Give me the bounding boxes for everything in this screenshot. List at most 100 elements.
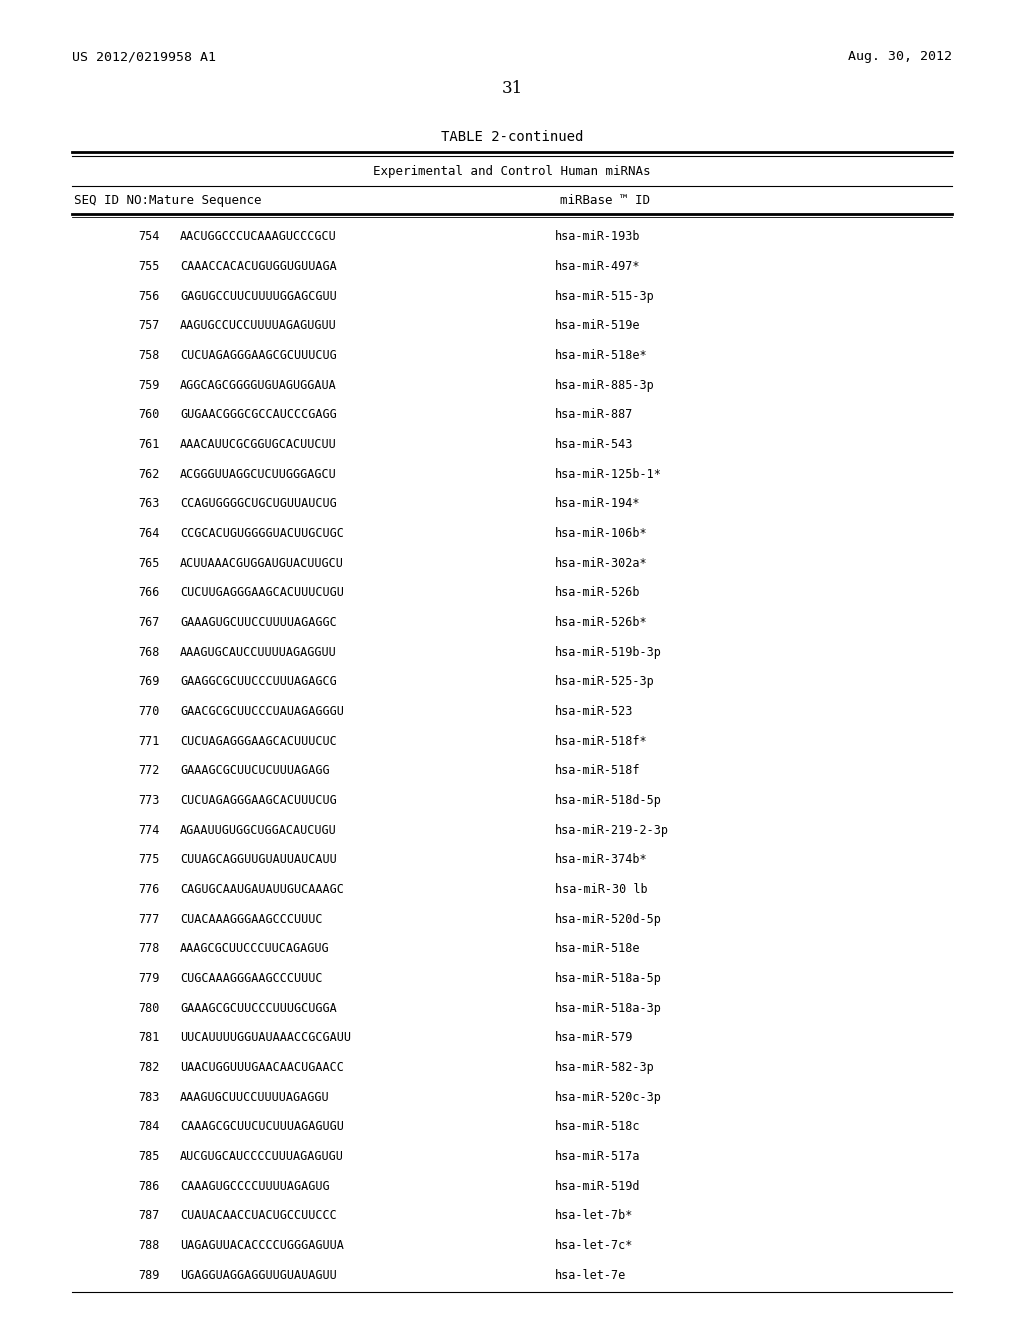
Text: CUUAGCAGGUUGUAUUAUCAUU: CUUAGCAGGUUGUAUUAUCAUU <box>180 853 337 866</box>
Text: hsa-miR-520c-3p: hsa-miR-520c-3p <box>555 1090 662 1104</box>
Text: GUGAACGGGCGCCAUCCCGAGG: GUGAACGGGCGCCAUCCCGAGG <box>180 408 337 421</box>
Text: CUAUACAACCUACUGCCUUCCC: CUAUACAACCUACUGCCUUCCC <box>180 1209 337 1222</box>
Text: hsa-miR-518f: hsa-miR-518f <box>555 764 640 777</box>
Text: 777: 777 <box>138 912 160 925</box>
Text: hsa-miR-582-3p: hsa-miR-582-3p <box>555 1061 654 1074</box>
Text: 779: 779 <box>138 972 160 985</box>
Text: hsa-miR-517a: hsa-miR-517a <box>555 1150 640 1163</box>
Text: 781: 781 <box>138 1031 160 1044</box>
Text: 780: 780 <box>138 1002 160 1015</box>
Text: hsa-miR-519d: hsa-miR-519d <box>555 1180 640 1193</box>
Text: US 2012/0219958 A1: US 2012/0219958 A1 <box>72 50 216 63</box>
Text: hsa-miR-518e*: hsa-miR-518e* <box>555 348 647 362</box>
Text: CAAAGUGCCCCUUUUAGAGUG: CAAAGUGCCCCUUUUAGAGUG <box>180 1180 330 1193</box>
Text: 783: 783 <box>138 1090 160 1104</box>
Text: GAAGGCGCUUCCCUUUAGAGCG: GAAGGCGCUUCCCUUUAGAGCG <box>180 676 337 688</box>
Text: Aug. 30, 2012: Aug. 30, 2012 <box>848 50 952 63</box>
Text: GAAAGCGCUUCCCUUUGCUGGA: GAAAGCGCUUCCCUUUGCUGGA <box>180 1002 337 1015</box>
Text: 763: 763 <box>138 498 160 511</box>
Text: CAAACCACACUGUGGUGUUAGA: CAAACCACACUGUGGUGUUAGA <box>180 260 337 273</box>
Text: 774: 774 <box>138 824 160 837</box>
Text: 771: 771 <box>138 735 160 747</box>
Text: 768: 768 <box>138 645 160 659</box>
Text: hsa-miR-518c: hsa-miR-518c <box>555 1121 640 1134</box>
Text: CUCUAGAGGGAAGCACUUUCUC: CUCUAGAGGGAAGCACUUUCUC <box>180 735 337 747</box>
Text: 787: 787 <box>138 1209 160 1222</box>
Text: 785: 785 <box>138 1150 160 1163</box>
Text: 759: 759 <box>138 379 160 392</box>
Text: hsa-miR-519e: hsa-miR-519e <box>555 319 640 333</box>
Text: GAACGCGCUUCCCUAUAGAGGGU: GAACGCGCUUCCCUAUAGAGGGU <box>180 705 344 718</box>
Text: hsa-miR-526b: hsa-miR-526b <box>555 586 640 599</box>
Text: hsa-miR-520d-5p: hsa-miR-520d-5p <box>555 912 662 925</box>
Text: 789: 789 <box>138 1269 160 1282</box>
Text: 769: 769 <box>138 676 160 688</box>
Text: 767: 767 <box>138 616 160 630</box>
Text: hsa-miR-219-2-3p: hsa-miR-219-2-3p <box>555 824 669 837</box>
Text: hsa-miR-518e: hsa-miR-518e <box>555 942 640 956</box>
Text: 778: 778 <box>138 942 160 956</box>
Text: 765: 765 <box>138 557 160 570</box>
Text: 773: 773 <box>138 795 160 807</box>
Text: SEQ ID NO:Mature Sequence: SEQ ID NO:Mature Sequence <box>74 194 261 207</box>
Text: GAAAGCGCUUCUCUUUAGAGG: GAAAGCGCUUCUCUUUAGAGG <box>180 764 330 777</box>
Text: hsa-miR-30 lb: hsa-miR-30 lb <box>555 883 647 896</box>
Text: Experimental and Control Human miRNAs: Experimental and Control Human miRNAs <box>374 165 650 178</box>
Text: AUCGUGCAUCCCCUUUAGAGUGU: AUCGUGCAUCCCCUUUAGAGUGU <box>180 1150 344 1163</box>
Text: AAAGUGCUUCCUUUUAGAGGU: AAAGUGCUUCCUUUUAGAGGU <box>180 1090 330 1104</box>
Text: 786: 786 <box>138 1180 160 1193</box>
Text: hsa-miR-125b-1*: hsa-miR-125b-1* <box>555 467 662 480</box>
Text: hsa-miR-518f*: hsa-miR-518f* <box>555 735 647 747</box>
Text: UUCAUUUUGGUAUAAACCGCGAUU: UUCAUUUUGGUAUAAACCGCGAUU <box>180 1031 351 1044</box>
Text: 775: 775 <box>138 853 160 866</box>
Text: hsa-miR-885-3p: hsa-miR-885-3p <box>555 379 654 392</box>
Text: GAAAGUGCUUCCUUUUAGAGGC: GAAAGUGCUUCCUUUUAGAGGC <box>180 616 337 630</box>
Text: 764: 764 <box>138 527 160 540</box>
Text: hsa-miR-543: hsa-miR-543 <box>555 438 634 451</box>
Text: hsa-miR-519b-3p: hsa-miR-519b-3p <box>555 645 662 659</box>
Text: hsa-miR-518d-5p: hsa-miR-518d-5p <box>555 795 662 807</box>
Text: AAAGCGCUUCCCUUCAGAGUG: AAAGCGCUUCCCUUCAGAGUG <box>180 942 330 956</box>
Text: hsa-miR-579: hsa-miR-579 <box>555 1031 634 1044</box>
Text: 762: 762 <box>138 467 160 480</box>
Text: hsa-let-7b*: hsa-let-7b* <box>555 1209 634 1222</box>
Text: AAACAUUCGCGGUGCACUUCUU: AAACAUUCGCGGUGCACUUCUU <box>180 438 337 451</box>
Text: 756: 756 <box>138 289 160 302</box>
Text: 31: 31 <box>502 81 522 96</box>
Text: hsa-let-7e: hsa-let-7e <box>555 1269 627 1282</box>
Text: 782: 782 <box>138 1061 160 1074</box>
Text: CUCUUGAGGGAAGCACUUUCUGU: CUCUUGAGGGAAGCACUUUCUGU <box>180 586 344 599</box>
Text: 784: 784 <box>138 1121 160 1134</box>
Text: AACUGGCCCUCAAAGUCCCGCU: AACUGGCCCUCAAAGUCCCGCU <box>180 230 337 243</box>
Text: hsa-let-7c*: hsa-let-7c* <box>555 1239 634 1251</box>
Text: CUCUAGAGGGAAGCACUUUCUG: CUCUAGAGGGAAGCACUUUCUG <box>180 795 337 807</box>
Text: hsa-miR-518a-5p: hsa-miR-518a-5p <box>555 972 662 985</box>
Text: CUGCAAAGGGAAGCCCUUUC: CUGCAAAGGGAAGCCCUUUC <box>180 972 323 985</box>
Text: CUCUAGAGGGAAGCGCUUUCUG: CUCUAGAGGGAAGCGCUUUCUG <box>180 348 337 362</box>
Text: hsa-miR-526b*: hsa-miR-526b* <box>555 616 647 630</box>
Text: ACUUAAACGUGGAUGUACUUGCU: ACUUAAACGUGGAUGUACUUGCU <box>180 557 344 570</box>
Text: 772: 772 <box>138 764 160 777</box>
Text: CAGUGCAAUGAUAUUGUCAAAGC: CAGUGCAAUGAUAUUGUCAAAGC <box>180 883 344 896</box>
Text: CUACAAAGGGAAGCCCUUUC: CUACAAAGGGAAGCCCUUUC <box>180 912 323 925</box>
Text: 754: 754 <box>138 230 160 243</box>
Text: hsa-miR-515-3p: hsa-miR-515-3p <box>555 289 654 302</box>
Text: CAAAGCGCUUCUCUUUAGAGUGU: CAAAGCGCUUCUCUUUAGAGUGU <box>180 1121 344 1134</box>
Text: ACGGGUUAGGCUCUUGGGAGCU: ACGGGUUAGGCUCUUGGGAGCU <box>180 467 337 480</box>
Text: miRBase ™ ID: miRBase ™ ID <box>560 194 650 207</box>
Text: GAGUGCCUUCUUUUGGAGCGUU: GAGUGCCUUCUUUUGGAGCGUU <box>180 289 337 302</box>
Text: AAAGUGCAUCCUUUUAGAGGUU: AAAGUGCAUCCUUUUAGAGGUU <box>180 645 337 659</box>
Text: hsa-miR-106b*: hsa-miR-106b* <box>555 527 647 540</box>
Text: 776: 776 <box>138 883 160 896</box>
Text: 761: 761 <box>138 438 160 451</box>
Text: CCAGUGGGGCUGCUGUUAUCUG: CCAGUGGGGCUGCUGUUAUCUG <box>180 498 337 511</box>
Text: UAGAGUUACACCCCUGGGAGUUA: UAGAGUUACACCCCUGGGAGUUA <box>180 1239 344 1251</box>
Text: hsa-miR-302a*: hsa-miR-302a* <box>555 557 647 570</box>
Text: 766: 766 <box>138 586 160 599</box>
Text: UGAGGUAGGAGGUUGUAUAGUU: UGAGGUAGGAGGUUGUAUAGUU <box>180 1269 337 1282</box>
Text: AAGUGCCUCCUUUUAGAGUGUU: AAGUGCCUCCUUUUAGAGUGUU <box>180 319 337 333</box>
Text: 770: 770 <box>138 705 160 718</box>
Text: 788: 788 <box>138 1239 160 1251</box>
Text: hsa-miR-374b*: hsa-miR-374b* <box>555 853 647 866</box>
Text: AGAAUUGUGGCUGGACAUCUGU: AGAAUUGUGGCUGGACAUCUGU <box>180 824 337 837</box>
